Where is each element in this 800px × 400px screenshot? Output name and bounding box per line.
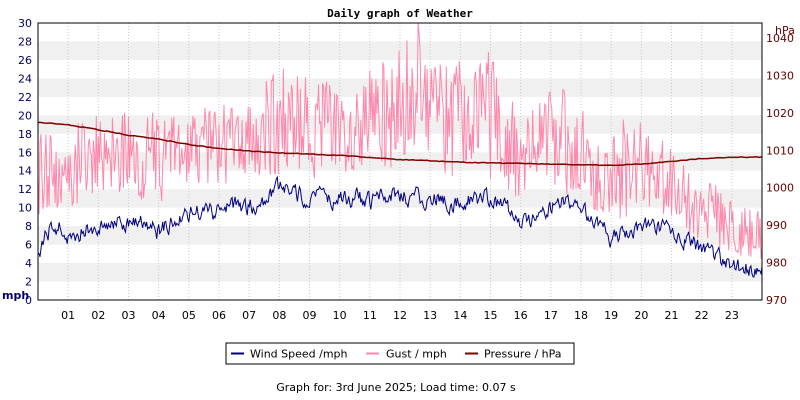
left-tick-label: 26	[18, 54, 32, 67]
right-tick-label: 970	[766, 294, 787, 307]
left-tick-label: 22	[18, 91, 32, 104]
x-tick-label: 07	[242, 309, 256, 322]
x-tick-label: 23	[725, 309, 739, 322]
left-tick-label: 0	[25, 294, 32, 307]
x-tick-label: 17	[544, 309, 558, 322]
left-tick-label: 28	[18, 35, 32, 48]
left-tick-label: 10	[18, 202, 32, 215]
left-tick-label: 16	[18, 146, 32, 159]
x-tick-label: 20	[634, 309, 648, 322]
x-tick-label: 16	[514, 309, 528, 322]
x-tick-label: 10	[333, 309, 347, 322]
x-tick-label: 18	[574, 309, 588, 322]
right-axis-label: hPa	[775, 24, 795, 37]
plot-frame	[37, 22, 763, 301]
right-tick-label: 1000	[766, 182, 794, 195]
left-tick-label: 12	[18, 183, 32, 196]
x-tick-label: 06	[212, 309, 226, 322]
right-tick-label: 1010	[766, 144, 794, 157]
left-tick-label: 14	[18, 165, 32, 178]
left-axis-label: mph	[2, 289, 29, 302]
left-tick-label: 18	[18, 128, 32, 141]
left-tick-label: 4	[25, 257, 32, 270]
wind-speed-line	[37, 175, 763, 278]
left-tick-label: 24	[18, 72, 32, 85]
pressure-line	[37, 121, 763, 167]
x-tick-label: 01	[61, 309, 75, 322]
left-tick-label: 8	[25, 220, 32, 233]
x-tick-label: 02	[91, 309, 105, 322]
right-tick-label: 980	[766, 257, 787, 270]
x-tick-label: 14	[453, 309, 467, 322]
legend: Wind Speed /mph Gust / mph Pressure / hP…	[225, 342, 575, 365]
x-tick-label: 19	[604, 309, 618, 322]
x-tick-label: 03	[122, 309, 136, 322]
x-tick-label: 11	[363, 309, 377, 322]
x-tick-label: 15	[484, 309, 498, 322]
right-tick-label: 990	[766, 219, 787, 232]
grid-band	[38, 226, 762, 245]
x-tick-label: 13	[423, 309, 437, 322]
x-tick-label: 22	[695, 309, 709, 322]
x-tick-label: 21	[665, 309, 679, 322]
left-tick-label: 30	[18, 17, 32, 30]
right-tick-label: 1030	[766, 69, 794, 82]
left-tick-label: 2	[25, 276, 32, 289]
series-lines	[37, 22, 763, 278]
legend-label-wind-speed: Wind Speed /mph	[250, 348, 348, 361]
left-tick-label: 20	[18, 109, 32, 122]
gust-line	[37, 22, 763, 259]
x-tick-label: 05	[182, 309, 196, 322]
left-tick-label: 6	[25, 239, 32, 252]
chart-title: Daily graph of Weather	[327, 7, 473, 20]
legend-label-gust: Gust / mph	[386, 348, 447, 361]
x-tick-label: 09	[303, 309, 317, 322]
x-tick-label: 12	[393, 309, 407, 322]
legend-box	[225, 342, 575, 365]
right-tick-label: 1040	[766, 32, 794, 45]
x-tick-label: 04	[152, 309, 166, 322]
right-axis-ticks: 970 980 990 1000 1010 1020 1030 1040	[766, 32, 794, 307]
x-tick-label: 08	[272, 309, 286, 322]
right-tick-label: 1020	[766, 107, 794, 120]
legend-label-pressure: Pressure / hPa	[484, 348, 562, 361]
footer-text: Graph for: 3rd June 2025; Load time: 0.0…	[276, 381, 516, 394]
x-axis-ticks: 01 02 03 04 05 06 07 08 09 10 11 12 13 14 15 16 17 18 19 20…	[61, 309, 739, 322]
